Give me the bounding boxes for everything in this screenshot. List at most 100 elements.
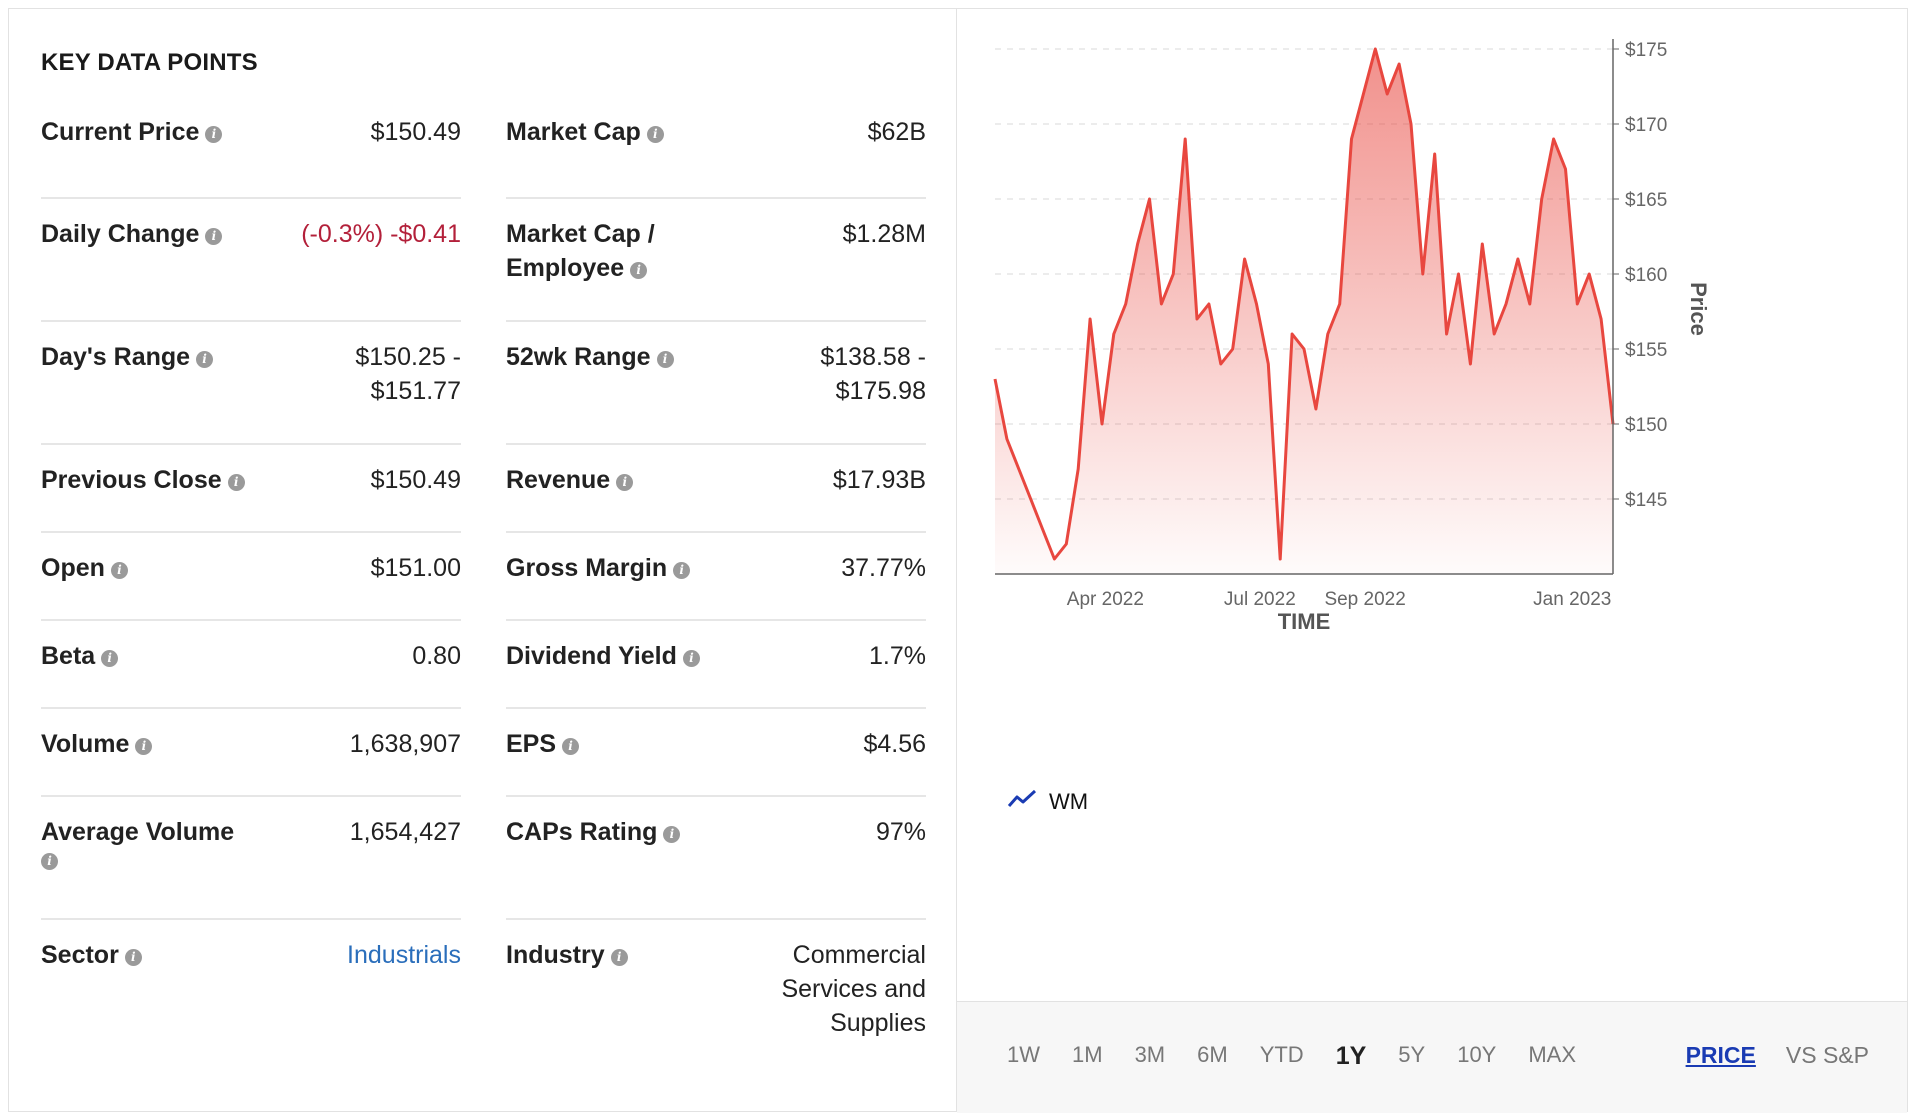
row-value: 97%	[875, 818, 926, 846]
range-button-6m[interactable]: 6M	[1197, 1042, 1228, 1067]
row-value: $138.58 - $175.98	[820, 343, 926, 405]
row-label-text: Gross Margin	[506, 554, 668, 582]
data-row-daily-change: Daily Change i (-0.3%) -$0.41	[41, 199, 461, 322]
data-row-revenue: Revenue i $17.93B	[506, 445, 926, 533]
price-chart[interactable]: $145 $150 $155 $160 $165 $170 $175 Apr 2022 Jul…	[957, 9, 1907, 1001]
row-label-text: Average Volume	[41, 818, 235, 846]
data-row-52wk-range: 52wk Range i $138.58 - $175.98	[506, 322, 926, 445]
row-label: Industry i	[506, 938, 628, 972]
x-tick-label: Apr 2022	[1067, 589, 1144, 610]
data-row-caps-rating: CAPs Rating i 97%	[506, 797, 926, 920]
range-button-5y[interactable]: 5Y	[1398, 1042, 1426, 1067]
row-label: Volume i	[41, 727, 153, 761]
y-tick-label: $155	[1625, 340, 1667, 361]
row-label-text: CAPs Rating	[506, 818, 658, 846]
range-button-10y[interactable]: 10Y	[1457, 1042, 1497, 1067]
info-icon[interactable]: i	[205, 228, 223, 245]
y-axis-title: Price	[1686, 282, 1711, 336]
chart-controls: 1W 1M 3M 6M YTD 1Y 5Y 10Y MAX PRICE VS S&P	[957, 1001, 1907, 1113]
row-value: $150.49	[370, 118, 461, 146]
row-value-link[interactable]: Industrials	[347, 941, 461, 969]
range-button-ytd[interactable]: YTD	[1259, 1042, 1304, 1067]
x-tick-label: Sep 2022	[1324, 589, 1405, 610]
x-tick-label: Jan 2023	[1533, 589, 1611, 610]
data-column-left: Current Price i $150.49 Daily Change i (-0.3%…	[41, 111, 461, 1070]
row-value: $150.25 - $151.77	[355, 343, 461, 405]
row-label-text: Dividend Yield	[506, 642, 677, 670]
row-label-text: Industry	[506, 941, 605, 969]
row-value: 0.80	[412, 642, 461, 670]
row-label-text: Sector	[41, 941, 119, 969]
data-column-right: Market Cap i $62B Market Cap / Employee i $1.2…	[506, 111, 926, 1070]
row-value: $151.00	[370, 554, 461, 582]
info-icon[interactable]: i	[562, 738, 580, 755]
row-value: $150.49	[370, 466, 461, 494]
row-label: Daily Change i	[41, 217, 223, 251]
row-label: Gross Margin i	[506, 551, 691, 585]
data-row-day-s-range: Day's Range i $150.25 - $151.77	[41, 322, 461, 445]
row-label-text: Employee	[506, 254, 625, 282]
price-line	[993, 47, 1615, 561]
price-area	[995, 49, 1613, 574]
row-label-text: Revenue	[506, 466, 611, 494]
range-button-1y[interactable]: 1Y	[1335, 1042, 1367, 1070]
row-label-text: Previous Close	[41, 466, 222, 494]
info-icon[interactable]: i	[135, 738, 153, 755]
row-label: 52wk Range i	[506, 340, 674, 374]
row-label-text: EPS	[506, 730, 557, 758]
chart-panel: $145 $150 $155 $160 $165 $170 $175 Apr 2022 Jul…	[957, 9, 1907, 1113]
legend-label: WM	[1049, 789, 1089, 814]
row-value: $4.56	[863, 730, 926, 758]
row-label-text: 52wk Range	[506, 343, 651, 371]
row-label-text: Volume	[41, 730, 130, 758]
info-icon[interactable]: i	[196, 351, 214, 368]
range-button-1m[interactable]: 1M	[1072, 1042, 1103, 1067]
range-selector: 1W 1M 3M 6M YTD 1Y 5Y 10Y MAX	[1007, 1042, 1608, 1071]
info-icon[interactable]: i	[124, 949, 142, 966]
row-label-text: Current Price	[41, 118, 200, 146]
x-axis-title: TIME	[1278, 609, 1331, 634]
data-row-sector: Sector i Industrials	[41, 920, 461, 1070]
info-icon[interactable]: i	[646, 126, 664, 143]
data-row-beta: Beta i 0.80	[41, 621, 461, 709]
data-row-gross-margin: Gross Margin i 37.77%	[506, 533, 926, 621]
trend-line-icon	[1007, 789, 1037, 815]
info-icon[interactable]: i	[110, 562, 128, 579]
info-icon[interactable]: i	[656, 351, 674, 368]
data-row-dividend-yield: Dividend Yield i 1.7%	[506, 621, 926, 709]
range-button-1w[interactable]: 1W	[1007, 1042, 1040, 1067]
info-icon[interactable]: i	[101, 650, 119, 667]
data-row-open: Open i $151.00	[41, 533, 461, 621]
info-icon[interactable]: i	[630, 262, 648, 279]
mode-button-vs-s-p[interactable]: VS S&P	[1785, 1042, 1869, 1068]
row-value: $62B	[867, 118, 926, 146]
row-label-text: Daily Change	[41, 220, 200, 248]
y-tick-label: $170	[1625, 115, 1667, 136]
range-button-max[interactable]: MAX	[1528, 1042, 1577, 1067]
range-button-3m[interactable]: 3M	[1134, 1042, 1166, 1067]
info-icon[interactable]: i	[610, 949, 628, 966]
row-value: 1,638,907	[349, 730, 461, 758]
row-label: Sector i	[41, 938, 142, 972]
y-tick-label: $160	[1625, 265, 1667, 286]
data-row-current-price: Current Price i $150.49	[41, 111, 461, 199]
chart-legend[interactable]: WM	[1007, 789, 1088, 815]
mode-button-price[interactable]: PRICE	[1685, 1042, 1756, 1068]
data-row-average-volume: Average Volume i 1,654,427	[41, 797, 461, 920]
row-value: 1.7%	[869, 642, 926, 670]
row-value: (-0.3%) -$0.41	[301, 220, 461, 248]
info-icon[interactable]: i	[41, 853, 58, 870]
stock-card: KEY DATA POINTS Current Price i $150.49 Dai…	[8, 8, 1908, 1113]
info-icon[interactable]: i	[682, 650, 700, 667]
section-title: KEY DATA POINTS	[41, 49, 258, 76]
y-tick-label: $145	[1625, 490, 1667, 511]
info-icon[interactable]: i	[616, 474, 634, 491]
info-icon[interactable]: i	[663, 826, 681, 843]
row-value: Commercial Services and Supplies	[781, 941, 926, 1037]
row-label-text: Open	[41, 554, 105, 582]
data-row-industry: Industry i Commercial Services and Supplies	[506, 920, 926, 1070]
x-tick-label: Jul 2022	[1224, 589, 1296, 610]
info-icon[interactable]: i	[205, 126, 223, 143]
info-icon[interactable]: i	[227, 474, 245, 491]
info-icon[interactable]: i	[673, 562, 691, 579]
